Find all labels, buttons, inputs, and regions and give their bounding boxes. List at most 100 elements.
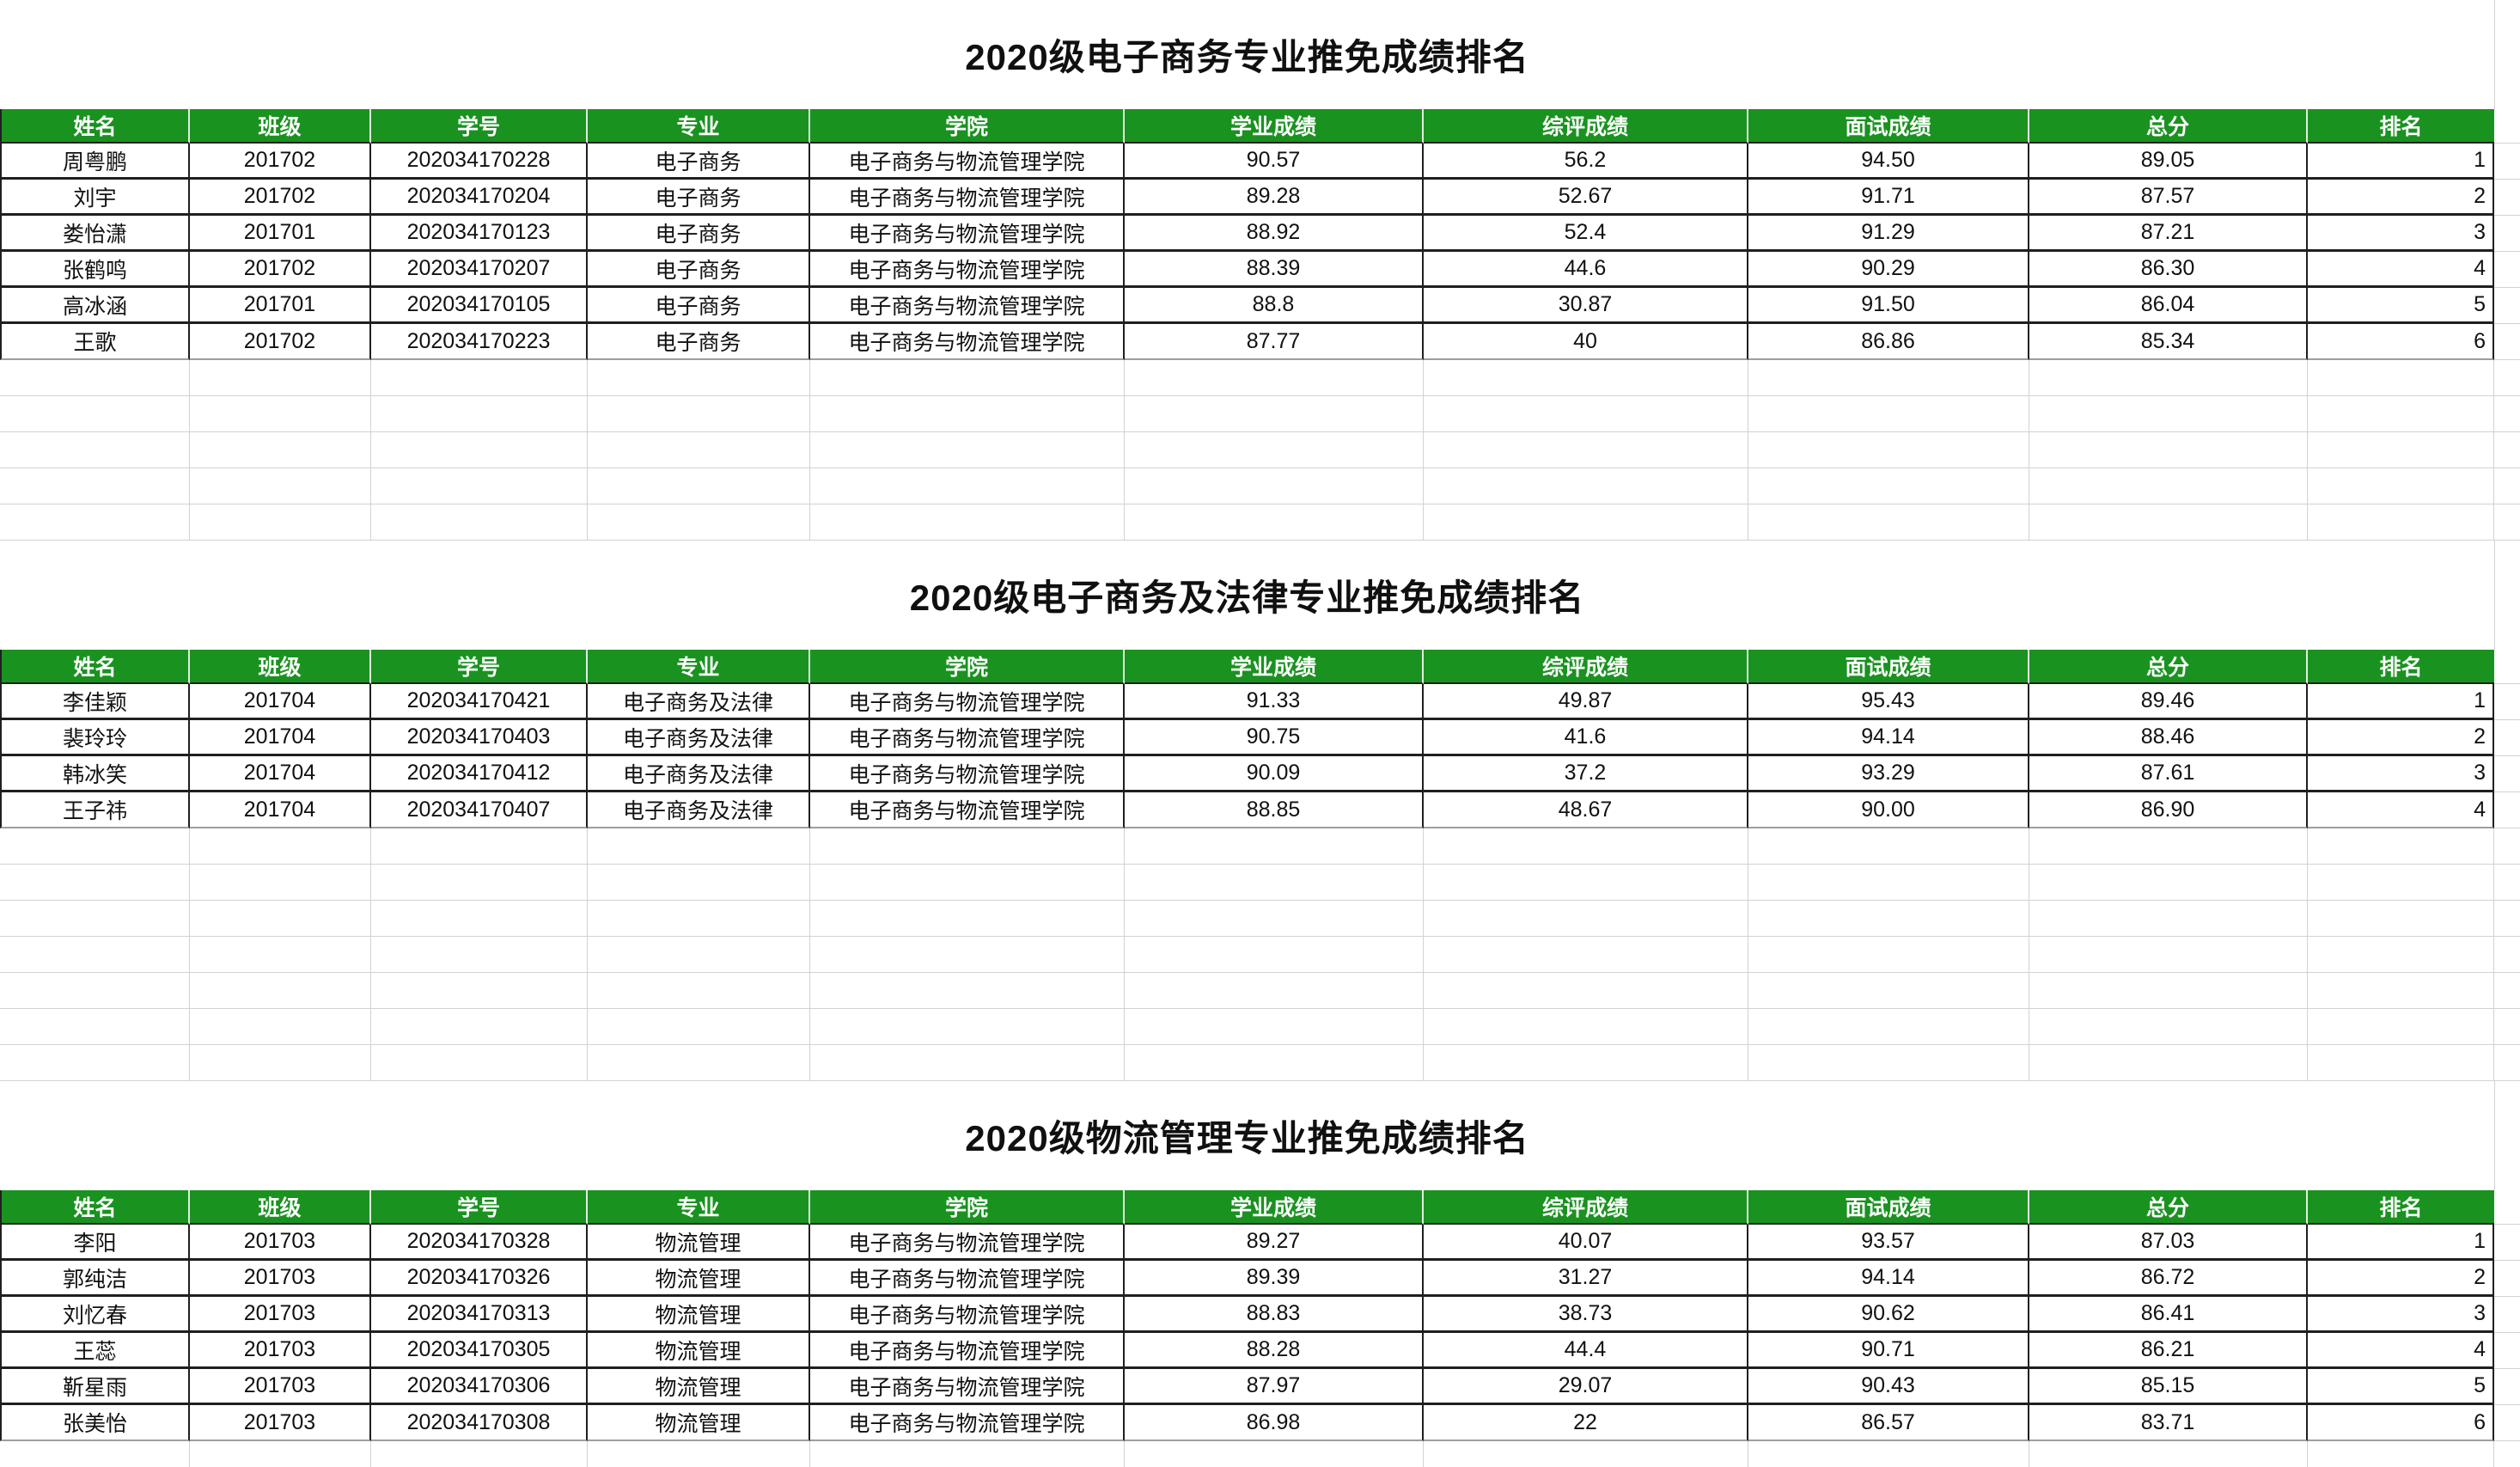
header-cell-name[interactable]: 姓名 [0, 109, 190, 144]
empty-cell[interactable] [2029, 828, 2308, 865]
cell-rank[interactable]: 2 [2308, 1261, 2494, 1297]
empty-cell[interactable] [1424, 973, 1748, 1009]
empty-cell[interactable] [588, 865, 810, 901]
empty-cell[interactable] [810, 468, 1125, 504]
cell-class-no[interactable]: 201703 [190, 1333, 371, 1369]
empty-cell[interactable] [810, 1441, 1125, 1467]
empty-cell[interactable] [2029, 468, 2308, 504]
empty-cell[interactable] [1424, 1441, 1748, 1467]
cell-college[interactable]: 电子商务与物流管理学院 [810, 1369, 1125, 1405]
empty-cell[interactable] [1748, 937, 2029, 973]
cell-college[interactable]: 电子商务与物流管理学院 [810, 792, 1125, 828]
cell-major[interactable]: 物流管理 [588, 1369, 810, 1405]
empty-cell[interactable] [190, 360, 371, 396]
cell-class-no[interactable]: 201704 [190, 756, 371, 792]
empty-cell[interactable] [371, 1441, 588, 1467]
empty-cell[interactable] [588, 901, 810, 937]
cell-class-no[interactable]: 201703 [190, 1261, 371, 1297]
cell-major[interactable]: 物流管理 [588, 1405, 810, 1441]
cell-class-no[interactable]: 201702 [190, 180, 371, 216]
cell-name[interactable]: 高冰涵 [0, 288, 190, 324]
cell-academic-score[interactable]: 89.27 [1125, 1225, 1424, 1261]
empty-cell[interactable] [1748, 828, 2029, 865]
cell-student-id[interactable]: 202034170412 [371, 756, 588, 792]
cell-interview-score[interactable]: 94.14 [1748, 1261, 2029, 1297]
cell-student-id[interactable]: 202034170105 [371, 288, 588, 324]
cell-academic-score[interactable]: 89.39 [1125, 1261, 1424, 1297]
cell-college[interactable]: 电子商务与物流管理学院 [810, 1297, 1125, 1333]
empty-cell[interactable] [190, 396, 371, 432]
empty-cell[interactable] [0, 865, 190, 901]
empty-cell[interactable] [2029, 504, 2308, 541]
cell-name[interactable]: 娄怡潇 [0, 216, 190, 252]
cell-academic-score[interactable]: 90.75 [1125, 720, 1424, 756]
cell-rank[interactable]: 4 [2308, 1333, 2494, 1369]
cell-name[interactable]: 王蕊 [0, 1333, 190, 1369]
empty-cell[interactable] [2308, 865, 2494, 901]
header-cell-total-score[interactable]: 总分 [2029, 109, 2308, 144]
header-cell-rank[interactable]: 排名 [2308, 109, 2494, 144]
empty-cell[interactable] [810, 901, 1125, 937]
empty-cell[interactable] [190, 504, 371, 541]
cell-major[interactable]: 电子商务 [588, 216, 810, 252]
empty-cell[interactable] [1125, 504, 1424, 541]
cell-class-no[interactable]: 201701 [190, 216, 371, 252]
cell-total-score[interactable]: 86.72 [2029, 1261, 2308, 1297]
empty-cell[interactable] [1748, 396, 2029, 432]
empty-cell[interactable] [1125, 432, 1424, 468]
cell-interview-score[interactable]: 95.43 [1748, 684, 2029, 720]
header-cell-major[interactable]: 专业 [588, 109, 810, 144]
cell-academic-score[interactable]: 87.97 [1125, 1369, 1424, 1405]
cell-total-score[interactable]: 86.04 [2029, 288, 2308, 324]
cell-college[interactable]: 电子商务与物流管理学院 [810, 144, 1125, 180]
cell-total-score[interactable]: 89.46 [2029, 684, 2308, 720]
empty-cell[interactable] [1125, 937, 1424, 973]
header-cell-interview-score[interactable]: 面试成绩 [1748, 1190, 2029, 1225]
empty-cell[interactable] [0, 504, 190, 541]
empty-cell[interactable] [371, 828, 588, 865]
cell-name[interactable]: 王歌 [0, 324, 190, 360]
cell-major[interactable]: 物流管理 [588, 1297, 810, 1333]
cell-student-id[interactable]: 202034170328 [371, 1225, 588, 1261]
cell-total-score[interactable]: 86.41 [2029, 1297, 2308, 1333]
cell-academic-score[interactable]: 88.39 [1125, 252, 1424, 288]
cell-rank[interactable]: 2 [2308, 720, 2494, 756]
empty-cell[interactable] [1125, 468, 1424, 504]
empty-cell[interactable] [190, 1045, 371, 1081]
header-cell-class[interactable]: 班级 [190, 650, 371, 684]
cell-class-no[interactable]: 201704 [190, 792, 371, 828]
cell-class-no[interactable]: 201702 [190, 144, 371, 180]
empty-cell[interactable] [588, 504, 810, 541]
cell-college[interactable]: 电子商务与物流管理学院 [810, 756, 1125, 792]
empty-cell[interactable] [2308, 360, 2494, 396]
cell-student-id[interactable]: 202034170204 [371, 180, 588, 216]
empty-cell[interactable] [371, 1009, 588, 1045]
cell-total-score[interactable]: 89.05 [2029, 144, 2308, 180]
header-cell-college[interactable]: 学院 [810, 109, 1125, 144]
cell-major[interactable]: 电子商务 [588, 324, 810, 360]
header-cell-interview-score[interactable]: 面试成绩 [1748, 109, 2029, 144]
empty-cell[interactable] [810, 973, 1125, 1009]
empty-cell[interactable] [190, 468, 371, 504]
cell-college[interactable]: 电子商务与物流管理学院 [810, 252, 1125, 288]
cell-academic-score[interactable]: 87.77 [1125, 324, 1424, 360]
empty-cell[interactable] [190, 1441, 371, 1467]
empty-cell[interactable] [371, 360, 588, 396]
empty-cell[interactable] [371, 432, 588, 468]
cell-name[interactable]: 韩冰笑 [0, 756, 190, 792]
cell-major[interactable]: 电子商务及法律 [588, 720, 810, 756]
cell-rank[interactable]: 6 [2308, 1405, 2494, 1441]
empty-cell[interactable] [1748, 901, 2029, 937]
empty-cell[interactable] [371, 901, 588, 937]
cell-interview-score[interactable]: 94.50 [1748, 144, 2029, 180]
header-cell-rank[interactable]: 排名 [2308, 1190, 2494, 1225]
cell-name[interactable]: 李佳颖 [0, 684, 190, 720]
cell-rank[interactable]: 4 [2308, 252, 2494, 288]
cell-name[interactable]: 张美怡 [0, 1405, 190, 1441]
table-title[interactable]: 2020级电子商务及法律专业推免成绩排名 [909, 578, 1585, 618]
cell-overall-score[interactable]: 52.67 [1424, 180, 1748, 216]
cell-total-score[interactable]: 86.21 [2029, 1333, 2308, 1369]
header-cell-academic-score[interactable]: 学业成绩 [1125, 650, 1424, 684]
cell-academic-score[interactable]: 88.83 [1125, 1297, 1424, 1333]
empty-cell[interactable] [1424, 901, 1748, 937]
